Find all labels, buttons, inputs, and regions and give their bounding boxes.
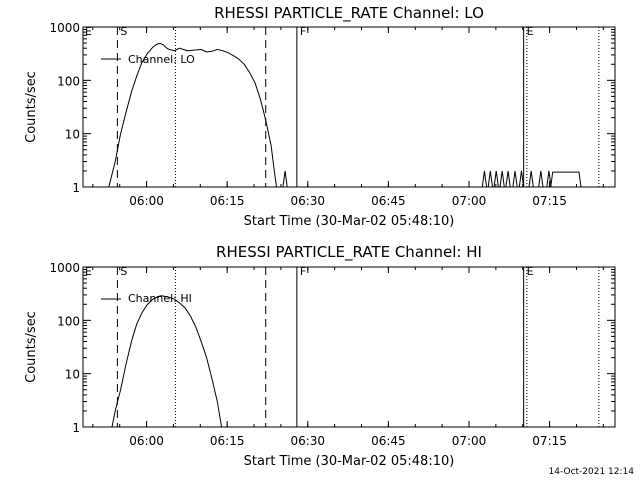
series-line xyxy=(108,42,277,187)
y-axis-label: Counts/sec xyxy=(24,71,39,143)
chart-marks: 06:00 06:15 06:30 06:45 07:00 07:15 1 10 100 1000… xyxy=(49,21,616,208)
chart-title: RHESSI PARTICLE_RATE Channel: LO xyxy=(214,4,484,23)
series-line xyxy=(111,295,223,427)
x-tick-label: 07:00 xyxy=(452,194,487,208)
event-marker-label: E xyxy=(85,265,92,278)
series-spike xyxy=(493,170,499,188)
chart-panel-lo: RHESSI PARTICLE_RATE Channel: LO Start T… xyxy=(24,4,616,229)
series-spike xyxy=(505,170,511,188)
chart-panel-hi: RHESSI PARTICLE_RATE Channel: HI Start T… xyxy=(24,243,616,469)
event-marker-label: E xyxy=(527,265,534,278)
y-tick-label: 10 xyxy=(65,368,80,382)
series-spike xyxy=(481,170,488,188)
series-spike xyxy=(528,170,534,188)
x-tick-label: 06:15 xyxy=(210,434,245,448)
x-tick-label: 07:00 xyxy=(452,434,487,448)
chart-marks: 06:00 06:15 06:30 06:45 07:00 07:15 1 10 100 1000… xyxy=(49,261,616,448)
series-spike xyxy=(512,170,518,188)
y-tick-label: 1 xyxy=(72,181,80,195)
x-axis-label: Start Time (30-Mar-02 05:48:10) xyxy=(244,454,455,469)
plot-timestamp: 14-Oct-2021 12:14 xyxy=(548,467,634,477)
series-spike xyxy=(538,170,544,188)
event-marker-label: S xyxy=(120,25,127,38)
series-spike xyxy=(518,170,525,188)
y-tick-label: 100 xyxy=(57,314,80,328)
y-tick-label: 1000 xyxy=(49,21,80,35)
series-spike xyxy=(499,170,505,188)
event-marker-label: F xyxy=(300,25,306,38)
y-tick-label: 100 xyxy=(57,74,80,88)
series-spike xyxy=(282,170,288,188)
event-marker-label: F xyxy=(300,265,306,278)
event-marker-label: S xyxy=(120,265,127,278)
chart-title: RHESSI PARTICLE_RATE Channel: HI xyxy=(216,243,482,262)
event-marker-label: E xyxy=(527,25,534,38)
plot-frame xyxy=(82,266,616,428)
plot-frame xyxy=(82,26,616,188)
x-tick-label: 06:00 xyxy=(129,434,164,448)
y-axis-label: Counts/sec xyxy=(24,311,39,383)
y-tick-label: 1000 xyxy=(49,261,80,275)
x-tick-label: 06:45 xyxy=(371,434,406,448)
legend-label: Channel: LO xyxy=(128,53,195,66)
y-tick-label: 1 xyxy=(72,421,80,435)
x-tick-label: 06:45 xyxy=(371,194,406,208)
y-tick-label: 10 xyxy=(65,128,80,142)
series-spike xyxy=(487,170,493,188)
x-tick-label: 06:30 xyxy=(290,434,325,448)
x-tick-label: 06:15 xyxy=(210,194,245,208)
series-spike xyxy=(546,170,552,188)
event-marker-label: E xyxy=(85,25,92,38)
legend-label: Channel: HI xyxy=(128,292,192,305)
series-plateau xyxy=(550,171,582,188)
x-tick-label: 06:00 xyxy=(129,194,164,208)
x-tick-label: 07:15 xyxy=(532,194,567,208)
x-tick-label: 06:30 xyxy=(290,194,325,208)
x-axis-label: Start Time (30-Mar-02 05:48:10) xyxy=(244,214,455,229)
x-tick-label: 07:15 xyxy=(532,434,567,448)
